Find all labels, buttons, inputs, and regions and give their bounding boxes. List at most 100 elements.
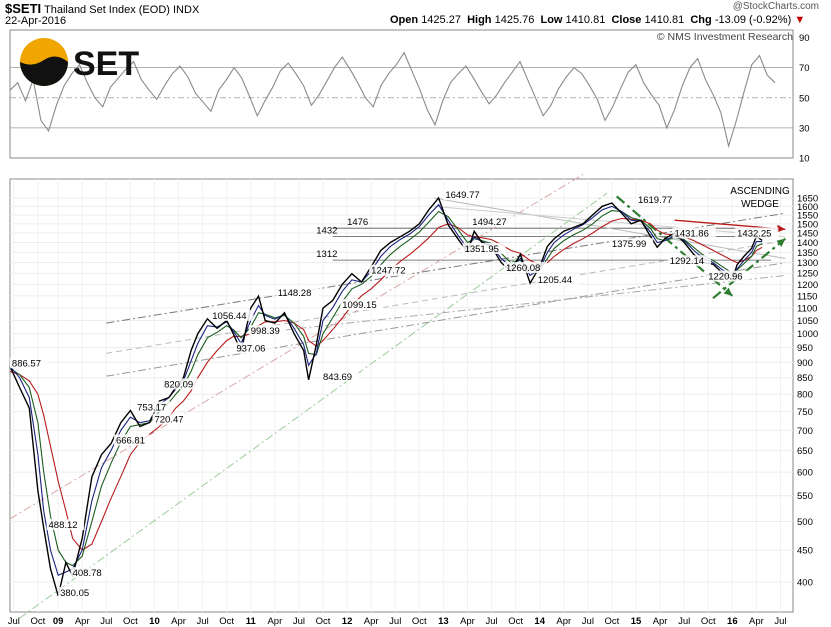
annotation-bg bbox=[535, 274, 579, 286]
y-tick-label: 750 bbox=[797, 407, 813, 418]
open-value: 1425.27 bbox=[421, 14, 461, 26]
rsi-layer: 90 70 50 30 10 bbox=[9, 33, 810, 165]
trendline bbox=[712, 237, 786, 300]
y-tick-label: 600 bbox=[797, 468, 813, 479]
y-tick-label: 1600 bbox=[797, 202, 818, 213]
chg-value: -13.09 (-0.92%) bbox=[714, 14, 792, 26]
y-tick-label: 1250 bbox=[797, 269, 818, 280]
ma-long-line bbox=[9, 217, 763, 551]
annotation-bg bbox=[58, 586, 96, 598]
price-annotation: 886.57 bbox=[12, 358, 41, 369]
symbol: $SETI bbox=[5, 1, 42, 16]
x-tick-label: Oct bbox=[701, 616, 716, 627]
y-tick-label: 1000 bbox=[797, 329, 818, 340]
price-annotation: 1431.86 bbox=[675, 228, 709, 239]
annotation-bg bbox=[609, 238, 654, 250]
rsi-tick-label: 70 bbox=[799, 63, 810, 74]
price-annotation: 1351.95 bbox=[465, 244, 499, 255]
x-tick-label: Jul bbox=[485, 616, 497, 627]
ohlc-readout: Open 1425.27 High 1425.76 Low 1410.81 Cl… bbox=[390, 14, 805, 26]
x-tick-label: Oct bbox=[123, 616, 138, 627]
x-tick-label: Jul bbox=[8, 616, 20, 627]
rsi-panel bbox=[9, 29, 794, 159]
annotation-bg bbox=[667, 255, 711, 267]
moving-average-layer bbox=[9, 203, 763, 577]
x-tick-label: Oct bbox=[31, 616, 46, 627]
ma-short-line bbox=[9, 203, 763, 577]
green-arrow-icon bbox=[723, 287, 733, 296]
x-tick-label: 10 bbox=[149, 616, 160, 627]
price-annotation: 1312 bbox=[316, 249, 337, 260]
price-annotation: 1494.27 bbox=[472, 217, 506, 228]
annotation-bg bbox=[470, 215, 514, 227]
annotation-bg bbox=[9, 357, 48, 369]
y-tick-label: 1400 bbox=[797, 238, 818, 249]
x-tick-label: Oct bbox=[412, 616, 427, 627]
y-tick-label: 450 bbox=[797, 546, 813, 557]
y-tick-label: 1150 bbox=[797, 291, 817, 302]
x-tick-label: 11 bbox=[246, 616, 257, 627]
price-annotation: 1619.77 bbox=[638, 195, 672, 206]
x-tick-label: 13 bbox=[438, 616, 449, 627]
x-tick-label: Jul bbox=[389, 616, 401, 627]
annotation-bg bbox=[46, 519, 85, 531]
exchange-code: INDX bbox=[173, 4, 200, 16]
close-label: Close bbox=[611, 14, 642, 26]
open-label: Open bbox=[390, 14, 419, 26]
pattern-label-line2: WEDGE bbox=[741, 199, 779, 210]
annotation-bg bbox=[135, 401, 173, 413]
y-tick-label: 500 bbox=[797, 517, 813, 528]
price-annotation: 998.39 bbox=[251, 326, 280, 337]
y-tick-label: 1550 bbox=[797, 210, 818, 221]
y-tick-label: 1350 bbox=[797, 248, 818, 259]
price-annotation: 937.06 bbox=[236, 343, 265, 354]
rsi-tick-label: 30 bbox=[799, 123, 810, 134]
annotation-bg bbox=[321, 370, 359, 382]
y-tick-label: 1650 bbox=[797, 194, 818, 205]
price-annotation: 408.78 bbox=[73, 568, 102, 579]
price-panel bbox=[9, 178, 794, 613]
trendline bbox=[106, 212, 786, 324]
red-arrow-icon bbox=[776, 224, 786, 233]
x-tick-label: Apr bbox=[75, 616, 90, 627]
x-tick-label: Apr bbox=[460, 616, 475, 627]
price-annotation: 1649.77 bbox=[445, 190, 479, 201]
annotation-bg bbox=[70, 567, 109, 579]
grid-layer bbox=[10, 179, 793, 612]
annotation-bg bbox=[735, 227, 779, 239]
y-tick-label: 950 bbox=[797, 343, 813, 354]
axis-layer: 1650160015501500145014001350130012501200… bbox=[8, 194, 818, 627]
annotation-bg bbox=[275, 287, 319, 299]
rsi-tick-label: 90 bbox=[799, 33, 810, 44]
x-tick-label: 12 bbox=[342, 616, 353, 627]
y-tick-label: 850 bbox=[797, 373, 813, 384]
price-annotation: 820.09 bbox=[164, 379, 193, 390]
price-annotation: 1056.44 bbox=[212, 311, 246, 322]
y-tick-label: 550 bbox=[797, 491, 813, 502]
x-tick-label: Jul bbox=[678, 616, 690, 627]
y-tick-label: 700 bbox=[797, 426, 813, 437]
price-annotation: 1375.99 bbox=[612, 239, 646, 250]
low-label: Low bbox=[540, 14, 563, 26]
annotation-bg bbox=[248, 325, 287, 337]
chart-date: 22-Apr-2016 bbox=[5, 15, 67, 27]
annotation-bg bbox=[503, 262, 548, 274]
annotation-bg bbox=[234, 342, 272, 354]
x-tick-label: 16 bbox=[727, 616, 738, 627]
x-tick-label: Jul bbox=[197, 616, 209, 627]
price-annotation: 1099.15 bbox=[342, 300, 376, 311]
chart-title: $SETI Thailand Set Index (EOD) INDX bbox=[5, 1, 199, 16]
annotation-bg bbox=[210, 309, 254, 321]
copyright-text: © NMS Investment Research bbox=[656, 31, 793, 43]
price-layer bbox=[9, 196, 763, 597]
x-tick-label: Apr bbox=[171, 616, 186, 627]
green-arrow-icon bbox=[776, 238, 786, 247]
high-value: 1425.76 bbox=[494, 14, 535, 26]
annotation-bg bbox=[706, 270, 750, 282]
index-name: Thailand Set Index (EOD) bbox=[43, 4, 170, 16]
x-tick-label: Apr bbox=[267, 616, 282, 627]
logo-circle-bottom bbox=[20, 56, 68, 86]
y-tick-label: 1450 bbox=[797, 229, 818, 240]
logo-text: SET bbox=[73, 45, 139, 83]
